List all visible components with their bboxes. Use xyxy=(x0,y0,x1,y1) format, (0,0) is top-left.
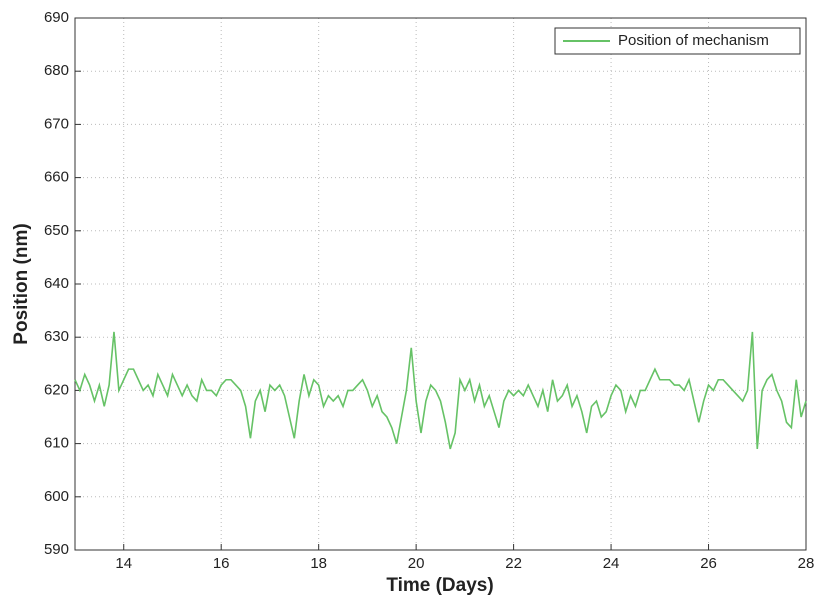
y-tick-label: 620 xyxy=(44,381,69,398)
legend-label: Position of mechanism xyxy=(618,32,769,49)
y-axis-label: Position (nm) xyxy=(11,223,32,344)
y-tick-label: 590 xyxy=(44,541,69,558)
x-tick-label: 28 xyxy=(798,555,815,572)
y-tick-label: 680 xyxy=(44,62,69,79)
x-tick-label: 16 xyxy=(213,555,230,572)
y-tick-label: 630 xyxy=(44,328,69,345)
x-tick-label: 14 xyxy=(115,555,132,572)
data-line xyxy=(74,331,807,450)
y-tick-label: 640 xyxy=(44,275,69,292)
x-axis-label: Time (Days) xyxy=(386,575,493,596)
x-tick-label: 18 xyxy=(310,555,327,572)
x-tick-label: 24 xyxy=(603,555,620,572)
x-tick-label: 26 xyxy=(700,555,717,572)
plot-frame xyxy=(74,17,807,551)
y-tick-label: 650 xyxy=(44,222,69,239)
y-tick-label: 600 xyxy=(44,488,69,505)
x-tick-label: 20 xyxy=(408,555,425,572)
y-tick-label: 690 xyxy=(44,9,69,26)
x-tick-label: 22 xyxy=(505,555,522,572)
y-tick-label: 660 xyxy=(44,169,69,186)
y-tick-label: 670 xyxy=(44,115,69,132)
y-tick-label: 610 xyxy=(44,435,69,452)
